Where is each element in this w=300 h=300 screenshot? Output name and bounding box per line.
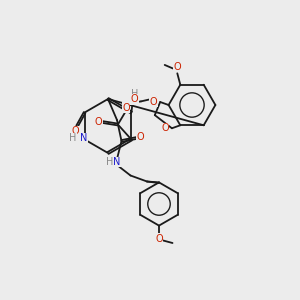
Text: N: N [113, 157, 121, 167]
Text: O: O [72, 126, 80, 136]
Text: O: O [95, 116, 103, 127]
Text: O: O [155, 233, 163, 244]
Text: H: H [106, 157, 113, 167]
Text: O: O [150, 97, 157, 107]
Text: H: H [131, 89, 138, 99]
Text: H: H [69, 133, 76, 143]
Text: O: O [173, 62, 181, 72]
Text: O: O [137, 132, 145, 142]
Text: O: O [130, 94, 138, 104]
Text: O: O [122, 103, 130, 113]
Text: N: N [80, 133, 88, 143]
Text: O: O [161, 123, 169, 133]
